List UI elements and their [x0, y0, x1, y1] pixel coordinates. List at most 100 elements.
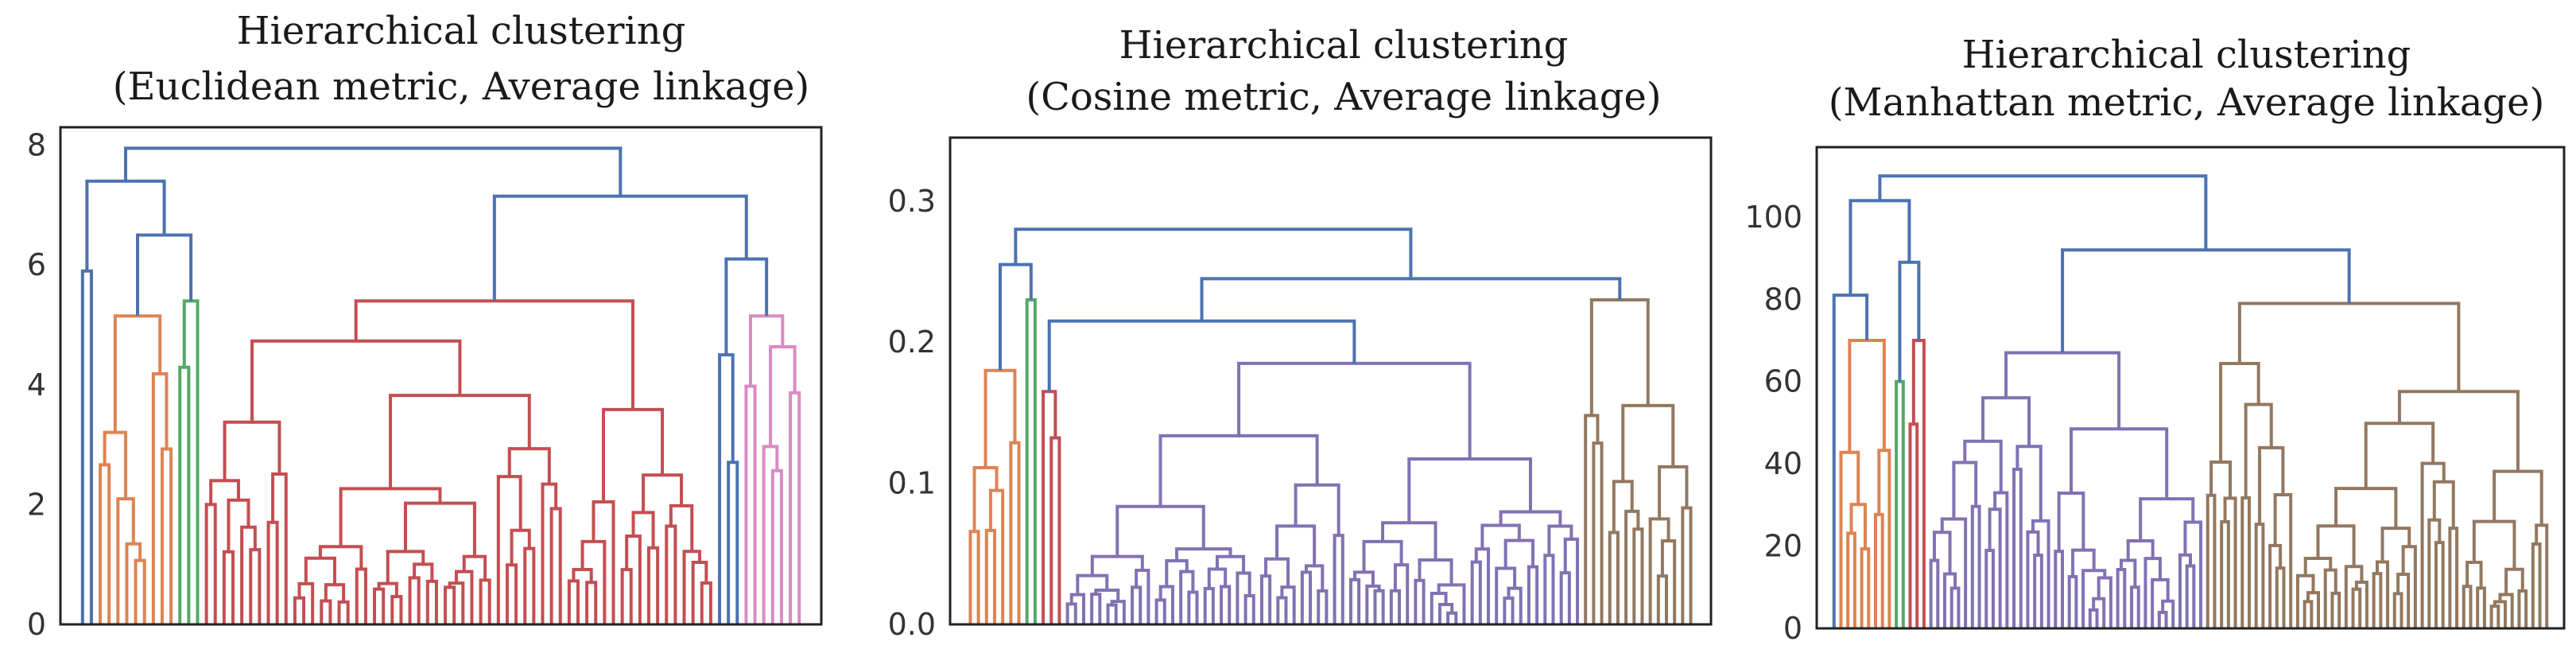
panel-manhattan: Hierarchical clustering (Manhattan metri… [1744, 33, 2566, 646]
dendrogram-link [2376, 560, 2390, 628]
dendrogram-link [1681, 506, 1693, 624]
dendrogram-link [2295, 573, 2315, 628]
dendrogram-link [337, 600, 350, 624]
dendrogram-link [304, 556, 336, 585]
dendrogram-link [2097, 576, 2112, 628]
dendrogram-link [2012, 467, 2023, 628]
dendrogram-link [523, 546, 536, 624]
dendrogram-link [2139, 497, 2195, 541]
dendrogram-link [1984, 548, 1995, 628]
dendrogram-link [2206, 493, 2217, 628]
dendrogram-link [2396, 573, 2411, 628]
plot-frame [949, 136, 1713, 626]
dendrogram-link [293, 596, 306, 624]
dendrogram-link [1446, 611, 1458, 624]
dendrogram-link [601, 407, 665, 502]
dendrogram-link [983, 368, 1017, 468]
dendrogram-link [1365, 584, 1381, 624]
dendrogram-link [1589, 298, 1650, 416]
dendrogram-link [1543, 554, 1555, 624]
dendrogram-link [1860, 547, 1871, 628]
dendrogram-link [1389, 589, 1402, 624]
dendrogram-link [1110, 600, 1126, 624]
dendrogram-link [2119, 558, 2137, 588]
dendrogram-link [2427, 518, 2442, 628]
dendrogram-link [2057, 492, 2085, 552]
dendrogram-link [2493, 469, 2543, 526]
dendrogram-link [1988, 507, 2002, 628]
dendrogram-link [1353, 570, 1375, 586]
dendrogram-link [408, 576, 421, 624]
dendrogram-link [123, 146, 623, 196]
dendrogram-link [2067, 574, 2078, 628]
dendrogram-link [2151, 577, 2170, 628]
dendrogram-link [1042, 390, 1057, 624]
dendrogram-link [1499, 510, 1562, 527]
dendrogram-link [1418, 558, 1453, 585]
chart-title-line-2: (Euclidean metric, Average linkage) [113, 64, 809, 109]
dendrogram-link [769, 345, 797, 447]
dendrogram-link [1963, 439, 2003, 493]
dendrogram-link [1264, 557, 1290, 588]
dendrogram-link [125, 542, 142, 624]
dendrogram-link [770, 468, 783, 624]
dendrogram-link [1474, 547, 1491, 624]
dendrogram-link [2504, 567, 2524, 595]
dendrogram-link [1929, 558, 1940, 628]
dendrogram-link [1175, 547, 1232, 562]
dendrogram-link [2351, 587, 2362, 628]
dendrogram-link [1981, 396, 2031, 447]
dendrogram-link [1846, 531, 1856, 628]
y-tick-label: 2 [27, 487, 46, 522]
dendrogram-link [1065, 602, 1077, 624]
dendrogram-link [669, 503, 694, 552]
dendrogram-link [1940, 517, 1968, 628]
dendrogram-link [182, 299, 200, 624]
dendrogram-link [85, 179, 166, 271]
dendrogram-link [2254, 523, 2265, 628]
dendrogram-link [1970, 504, 1981, 628]
dendrogram-link [2354, 581, 2368, 628]
dendrogram-link [1832, 294, 1869, 628]
dendrogram-link [1348, 577, 1361, 624]
dendrogram-link [2031, 519, 2050, 628]
dendrogram-link [572, 568, 593, 583]
dendrogram-link [386, 550, 425, 584]
dendrogram-link [642, 473, 684, 513]
dendrogram-link [1200, 277, 1622, 321]
dendrogram-link [620, 568, 633, 624]
dendrogram-link [2303, 557, 2333, 576]
dendrogram-link [1559, 571, 1571, 624]
dendrogram-link [1259, 574, 1272, 624]
dendrogram-link [2220, 520, 2230, 628]
dendrogram-link [178, 365, 191, 624]
dendrogram-link [2071, 548, 2096, 577]
dendrogram-link [454, 570, 474, 624]
dendrogram-link [1154, 598, 1166, 624]
y-axis: 0.0 0.1 0.2 0.3 [888, 184, 936, 642]
dendrogram-link [567, 579, 580, 624]
plot-frame [1815, 146, 2566, 630]
dendrogram-link [2273, 493, 2293, 628]
dendrogram-link [1873, 512, 1884, 628]
y-tick-label: 0 [1783, 611, 1802, 646]
dendrogram-link [1430, 592, 1448, 624]
dendrogram-link [2219, 362, 2260, 462]
chart-title-line-2: (Manhattan metric, Average linkage) [1829, 80, 2545, 125]
dendrogram-link [99, 463, 111, 624]
dendrogram-link [223, 420, 281, 481]
dendrogram-link [134, 558, 146, 624]
dendrogram-link [1393, 563, 1410, 624]
dendrogram-link [339, 487, 442, 547]
dendrogram-link [1014, 227, 1413, 279]
dendrogram-link [1115, 504, 1205, 557]
dendrogram-link [2126, 538, 2155, 561]
dendrogram-link [1624, 509, 1640, 624]
dendrogram-link [240, 525, 257, 624]
dendrogram-link [2092, 597, 2106, 628]
chart-title-line-2: (Cosine metric, Average linkage) [1026, 75, 1661, 119]
dendrogram-link [665, 524, 677, 624]
dendrogram-link [271, 472, 288, 624]
dendrogram-link [585, 581, 598, 624]
chart-title-line-2: Hierarchical clustering [1119, 23, 1569, 68]
